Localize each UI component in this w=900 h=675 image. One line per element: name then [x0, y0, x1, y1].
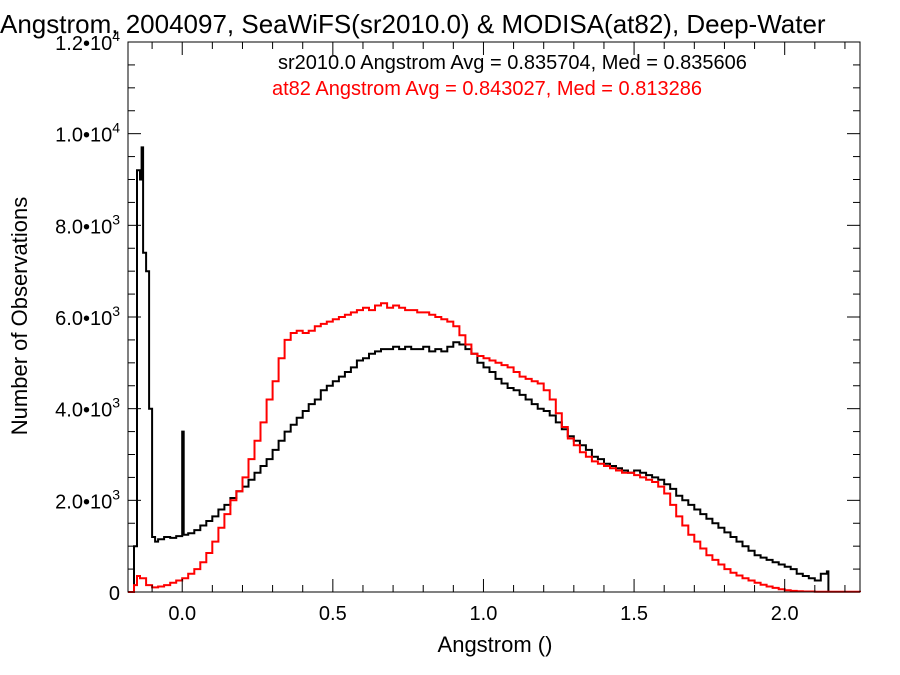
y-tick-label: 1.0•104 [55, 120, 120, 147]
plot-area: 0.0 0.5 1.0 1.5 2.0 0 2.0•103 4.0•103 6.0•103 8.0… [55, 28, 861, 625]
x-tick-label: 0.5 [319, 603, 347, 625]
y-tick-label: 2.0•103 [55, 486, 120, 513]
y-tick-label: 0 [109, 583, 120, 605]
x-axis-label: Angstrom () [438, 632, 553, 657]
y-tick-label: 6.0•103 [55, 303, 120, 330]
annotation-at82: at82 Angstrom Avg = 0.843027, Med = 0.81… [272, 78, 702, 100]
y-tick-label: 4.0•103 [55, 395, 120, 422]
y-tick-label: 1.2•104 [55, 28, 120, 55]
x-tick-label: 0.0 [168, 603, 196, 625]
series-0-line [128, 146, 830, 593]
x-tick-label: 2.0 [771, 603, 799, 625]
y-tick-label: 8.0•103 [55, 211, 120, 238]
series-1-line [128, 302, 861, 593]
x-tick-label: 1.5 [620, 603, 648, 625]
annotation-sr2010: sr2010.0 Angstrom Avg = 0.835704, Med = … [278, 52, 747, 74]
y-axis-label: Number of Observations [7, 197, 32, 435]
x-tick-label: 1.0 [470, 603, 498, 625]
chart-title: Angstrom, 2004097, SeaWiFS(sr2010.0) & M… [0, 9, 826, 39]
